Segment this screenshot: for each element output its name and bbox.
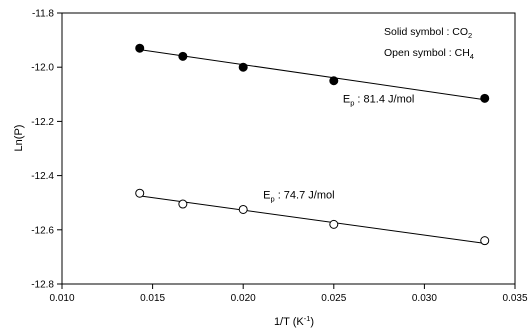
open-point [329, 219, 339, 229]
y-tick-label: -12.6 [31, 225, 54, 236]
open-point [480, 236, 490, 246]
annotation-1: Ep : 81.4 J/mol [343, 93, 414, 107]
y-axis-title: Ln(P) [13, 125, 25, 152]
x-tick-label: 0.030 [412, 293, 437, 304]
ticks: 0.010 0.015 0.020 0.025 0.030 0.035 -12.8 -12.6… [31, 9, 528, 305]
fit-line-1 [139, 49, 485, 101]
y-tick-label: -12.0 [31, 63, 54, 74]
x-axis-title: 1/T (K-1) [274, 314, 314, 328]
legend-line-1: Solid symbol : CO2 [384, 26, 472, 40]
filled-point [178, 51, 188, 61]
filled-point [135, 43, 145, 53]
open-point [178, 199, 188, 209]
y-tick-label: -12.4 [31, 171, 54, 182]
annotations: Ep : 81.4 J/mol Ep : 74.7 J/mol [263, 93, 414, 203]
fit-line-2 [139, 195, 485, 244]
y-tick-label: -12.2 [31, 117, 54, 128]
filled-point [329, 76, 339, 86]
axes [61, 12, 516, 285]
y-tick-label: -11.8 [32, 9, 54, 20]
x-tick-label: 0.010 [49, 293, 74, 304]
y-tick-label: -12.8 [31, 280, 54, 291]
open-point [135, 188, 145, 198]
annotation-2: Ep : 74.7 J/mol [263, 190, 334, 204]
data-points [135, 43, 490, 246]
x-tick-label: 0.035 [502, 293, 527, 304]
legend: Solid symbol : CO2 Open symbol : CH4 [384, 26, 474, 61]
x-tick-label: 0.015 [140, 293, 165, 304]
filled-point [238, 62, 248, 72]
legend-line-2: Open symbol : CH4 [384, 47, 474, 61]
fit-lines [139, 49, 485, 244]
x-tick-label: 0.025 [321, 293, 346, 304]
filled-point [480, 93, 490, 103]
open-point [238, 204, 248, 214]
plot-frame [61, 12, 516, 285]
x-tick-label: 0.020 [231, 293, 256, 304]
